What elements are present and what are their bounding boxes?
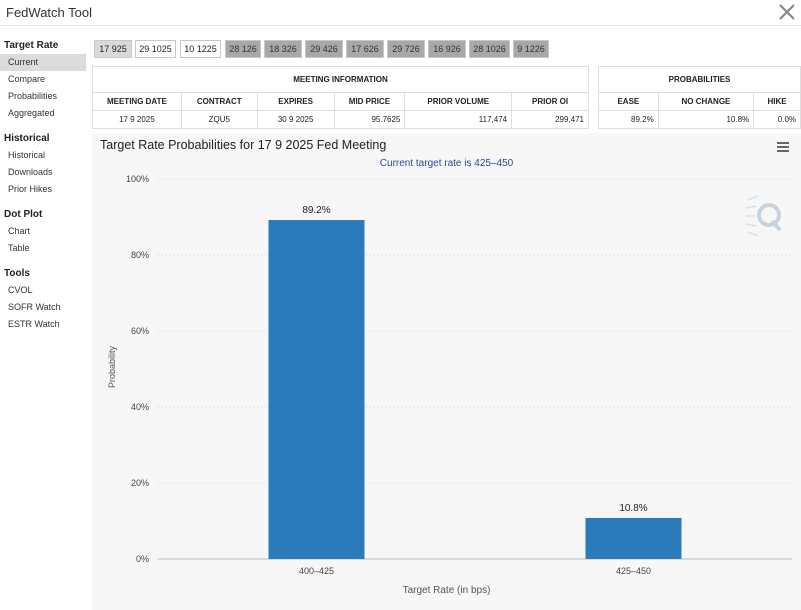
- column-header: EASE: [598, 92, 659, 111]
- y-tick-label: 100%: [126, 174, 149, 184]
- meeting-info-caption: MEETING INFORMATION: [92, 66, 589, 93]
- date-tab[interactable]: 29 426: [305, 40, 343, 58]
- sidebar-section-dot-plot: Dot Plot Chart Table: [0, 207, 86, 257]
- quikstrike-watermark-icon: [745, 195, 782, 236]
- table-cell: 17 9 2025: [92, 110, 182, 129]
- column-header: HIKE: [753, 92, 801, 111]
- y-tick-label: 60%: [131, 326, 149, 336]
- table-cell: ZQU5: [180, 110, 258, 129]
- sidebar-item-chart[interactable]: Chart: [8, 226, 31, 236]
- table-cell: 89.2%: [598, 110, 659, 129]
- column-header: CONTRACT: [180, 92, 258, 111]
- table-cell: 95.7625: [333, 110, 406, 129]
- x-tick-label: 425–450: [616, 566, 651, 576]
- meeting-info-table: MEETING INFORMATION MEETING DATE CONTRAC…: [92, 66, 589, 129]
- sidebar-item-estr-watch[interactable]: ESTR Watch: [8, 319, 60, 329]
- table-cell: 299,471: [511, 110, 589, 129]
- table-row: 17 9 2025 ZQU5 30 9 2025 95.7625 117,474…: [92, 110, 589, 129]
- date-tab[interactable]: 17 626: [346, 40, 384, 58]
- sidebar-section-target-rate: Target Rate Current Compare Probabilitie…: [0, 38, 86, 122]
- y-tick-label: 0%: [136, 554, 149, 564]
- column-header: PRIOR VOLUME: [404, 92, 513, 111]
- column-header: NO CHANGE: [657, 92, 755, 111]
- chart-title: Target Rate Probabilities for 17 9 2025 …: [100, 138, 387, 152]
- sidebar-item-sofr-watch[interactable]: SOFR Watch: [8, 302, 61, 312]
- sidebar-section-historical: Historical Historical Downloads Prior Hi…: [0, 131, 86, 198]
- date-tab[interactable]: 16 926: [428, 40, 466, 58]
- probability-bar-chart: 0% 20% 40% 60% 80% 100% 89.2% 400–425 10.8% 425–4…: [126, 174, 792, 576]
- app-header: FedWatch Tool: [0, 0, 801, 26]
- date-tab[interactable]: 9 1226: [513, 40, 549, 58]
- date-tab[interactable]: 10 1225: [180, 40, 221, 58]
- sidebar-item-cvol[interactable]: CVOL: [8, 285, 33, 295]
- sidebar-item-current[interactable]: Current: [0, 54, 86, 71]
- table-cell: 30 9 2025: [256, 110, 335, 129]
- sidebar-heading: Target Rate: [4, 40, 59, 51]
- sidebar-item-probabilities[interactable]: Probabilities: [8, 91, 58, 101]
- table-row: 89.2% 10.8% 0.0%: [598, 110, 801, 129]
- date-tab[interactable]: 28 1026: [469, 40, 510, 58]
- table-cell: 0.0%: [753, 110, 801, 129]
- sidebar-item-compare[interactable]: Compare: [8, 74, 46, 84]
- date-tab[interactable]: 18 326: [264, 40, 302, 58]
- sidebar-heading: Historical: [4, 133, 50, 144]
- sidebar-item-table[interactable]: Table: [8, 243, 30, 253]
- sidebar-heading: Tools: [4, 268, 30, 279]
- column-header: MID PRICE: [333, 92, 406, 111]
- bar: [268, 220, 365, 559]
- y-axis-title: Probability: [107, 345, 117, 389]
- x-axis-title: Target Rate (in bps): [402, 585, 491, 596]
- bar: [585, 517, 682, 559]
- sidebar-item-prior-hikes[interactable]: Prior Hikes: [8, 184, 53, 194]
- date-tab[interactable]: 28 126: [225, 40, 261, 58]
- column-header: EXPIRES: [256, 92, 335, 111]
- y-tick-label: 40%: [131, 402, 149, 412]
- x-tick-label: 400–425: [299, 566, 334, 576]
- sidebar-item-historical[interactable]: Historical: [8, 150, 46, 160]
- probabilities-caption: PROBABILITIES: [598, 66, 801, 93]
- column-header: PRIOR OI: [511, 92, 589, 111]
- table-cell: 10.8%: [657, 110, 755, 129]
- probabilities-table: PROBABILITIES EASE NO CHANGE HIKE 89.2% …: [598, 66, 801, 129]
- y-tick-label: 80%: [131, 250, 149, 260]
- table-cell: 117,474: [404, 110, 513, 129]
- sidebar-item-aggregated[interactable]: Aggregated: [8, 108, 55, 118]
- x-logo-icon[interactable]: [777, 2, 797, 22]
- y-tick-label: 20%: [131, 478, 149, 488]
- sidebar-item-downloads[interactable]: Downloads: [8, 167, 53, 177]
- date-tab[interactable]: 29 726: [387, 40, 425, 58]
- hamburger-menu-icon[interactable]: [776, 140, 790, 154]
- app-title: FedWatch Tool: [6, 5, 92, 20]
- sidebar-section-tools: Tools CVOL SOFR Watch ESTR Watch: [0, 266, 86, 333]
- chart-panel: [92, 133, 801, 610]
- date-tab[interactable]: 17 925: [94, 40, 132, 58]
- date-tab[interactable]: 29 1025: [135, 40, 176, 58]
- data-label: 10.8%: [619, 503, 647, 514]
- sidebar: Target Rate Current Compare Probabilitie…: [0, 38, 86, 333]
- sidebar-heading: Dot Plot: [4, 209, 43, 220]
- data-label: 89.2%: [302, 205, 330, 216]
- chart-subtitle: Current target rate is 425–450: [379, 158, 514, 169]
- column-header: MEETING DATE: [92, 92, 182, 111]
